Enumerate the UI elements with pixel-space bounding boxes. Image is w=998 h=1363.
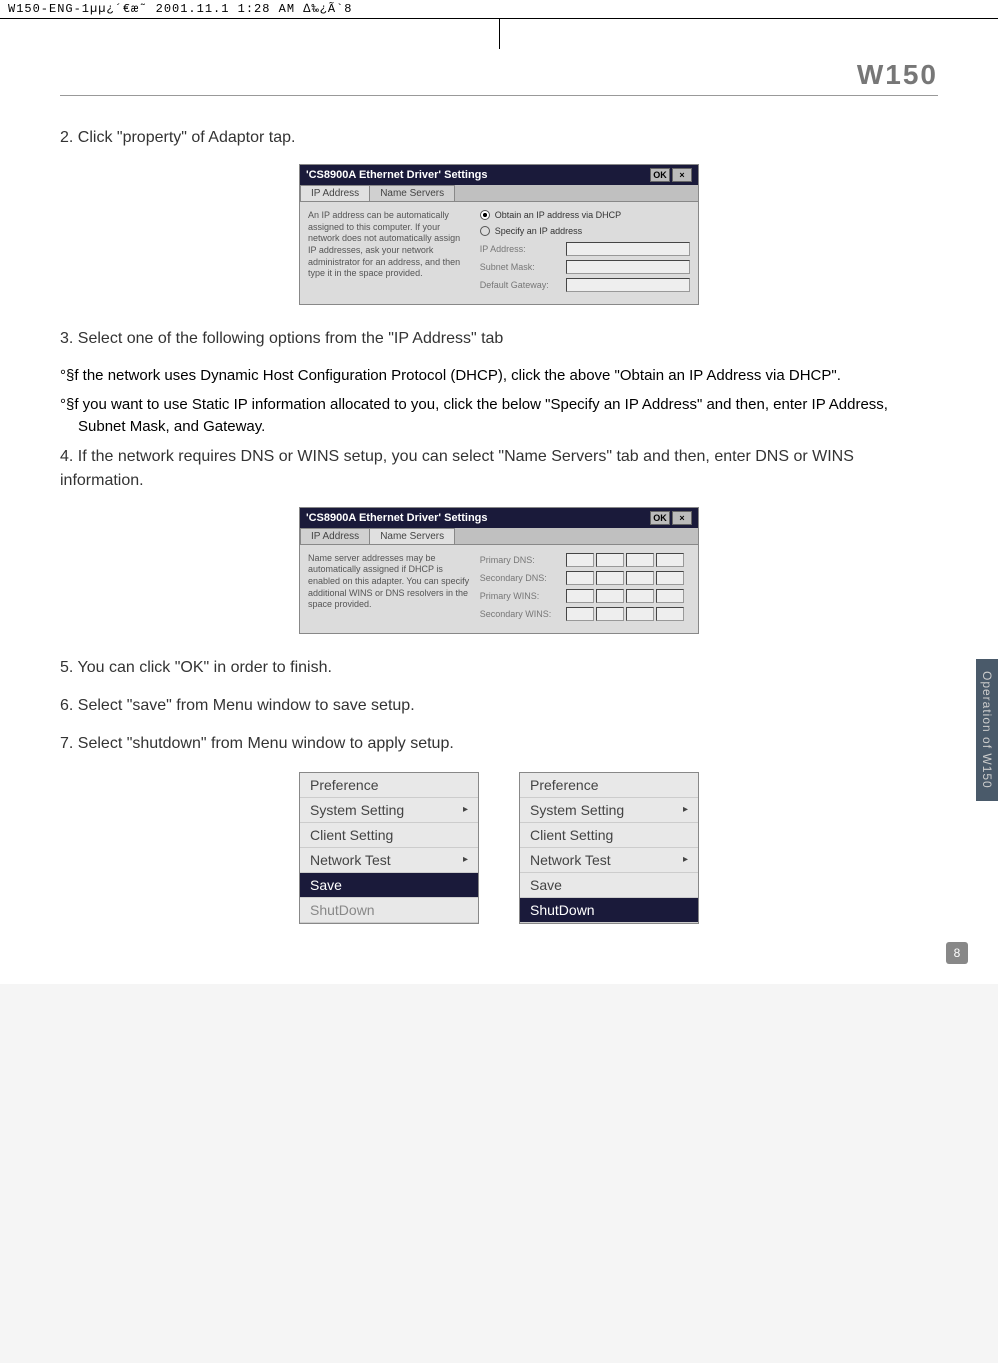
chevron-right-icon: ▸	[683, 804, 688, 815]
dialog-tabs: IP Address Name Servers	[300, 185, 698, 202]
menu-network-test[interactable]: Network Test▸	[520, 848, 698, 873]
step-3b: °§f you want to use Static IP informatio…	[60, 394, 938, 439]
secondary-dns-label: Secondary DNS:	[480, 573, 560, 583]
ip-settings-dialog: 'CS8900A Ethernet Driver' Settings OK × …	[299, 164, 699, 305]
menu-shutdown-box: Preference System Setting▸ Client Settin…	[519, 772, 699, 924]
dialog-help-text: An IP address can be automatically assig…	[308, 210, 470, 296]
radio-icon	[480, 210, 490, 220]
primary-dns-field: Primary DNS:	[480, 553, 690, 567]
ip-address-label: IP Address:	[480, 244, 560, 254]
radio-specify[interactable]: Specify an IP address	[480, 226, 690, 236]
menu-shutdown[interactable]: ShutDown	[300, 898, 478, 923]
step-7: 7. Select "shutdown" from Menu window to…	[60, 732, 938, 756]
menu-client-setting[interactable]: Client Setting	[300, 823, 478, 848]
dialog-titlebar: 'CS8900A Ethernet Driver' Settings OK ×	[300, 508, 698, 528]
subnet-mask-field: Subnet Mask:	[480, 260, 690, 274]
gateway-field: Default Gateway:	[480, 278, 690, 292]
dialog-body: An IP address can be automatically assig…	[300, 202, 698, 304]
dialog-title: 'CS8900A Ethernet Driver' Settings	[306, 512, 488, 524]
model-badge: W150	[60, 59, 938, 96]
dialog-fields: Obtain an IP address via DHCP Specify an…	[480, 210, 690, 296]
secondary-wins-label: Secondary WINS:	[480, 609, 560, 619]
radio-dhcp[interactable]: Obtain an IP address via DHCP	[480, 210, 690, 220]
ip-address-input[interactable]	[566, 242, 690, 256]
tab-name-servers[interactable]: Name Servers	[369, 528, 455, 544]
subnet-mask-input[interactable]	[566, 260, 690, 274]
ip-address-field: IP Address:	[480, 242, 690, 256]
menu-shutdown-highlighted[interactable]: ShutDown	[520, 898, 698, 923]
menu-network-test[interactable]: Network Test▸	[300, 848, 478, 873]
menu-save[interactable]: Save	[520, 873, 698, 898]
step-4: 4. If the network requires DNS or WINS s…	[60, 445, 938, 493]
close-button[interactable]: ×	[672, 511, 692, 525]
step-5: 5. You can click "OK" in order to finish…	[60, 656, 938, 680]
titlebar-buttons: OK ×	[650, 511, 692, 525]
radio-dhcp-label: Obtain an IP address via DHCP	[495, 210, 621, 220]
secondary-wins-field: Secondary WINS:	[480, 607, 690, 621]
subnet-mask-label: Subnet Mask:	[480, 262, 560, 272]
chevron-right-icon: ▸	[683, 854, 688, 865]
step-6: 6. Select "save" from Menu window to sav…	[60, 694, 938, 718]
step-3a: °§f the network uses Dynamic Host Config…	[60, 365, 938, 388]
dialog-help-text: Name server addresses may be automatical…	[308, 553, 470, 625]
menu-system-setting[interactable]: System Setting▸	[520, 798, 698, 823]
primary-wins-input[interactable]	[566, 589, 690, 603]
print-header-text: W150-ENG-1µµ¿´€æ˜ 2001.11.1 1:28 AM ∆‰¿Ã…	[8, 2, 352, 16]
chevron-right-icon: ▸	[463, 804, 468, 815]
step-2: 2. Click "property" of Adaptor tap.	[60, 126, 938, 150]
print-header: W150-ENG-1µµ¿´€æ˜ 2001.11.1 1:28 AM ∆‰¿Ã…	[0, 0, 998, 19]
page-number: 8	[946, 942, 968, 964]
dialog-body: Name server addresses may be automatical…	[300, 545, 698, 633]
primary-wins-field: Primary WINS:	[480, 589, 690, 603]
tab-ip-address[interactable]: IP Address	[300, 185, 370, 201]
chevron-right-icon: ▸	[463, 854, 468, 865]
menu-screenshots: Preference System Setting▸ Client Settin…	[60, 772, 938, 924]
dialog-tabs: IP Address Name Servers	[300, 528, 698, 545]
gateway-input[interactable]	[566, 278, 690, 292]
crop-mark	[499, 19, 500, 49]
gateway-label: Default Gateway:	[480, 280, 560, 290]
menu-preference[interactable]: Preference	[520, 773, 698, 798]
menu-client-setting[interactable]: Client Setting	[520, 823, 698, 848]
close-button[interactable]: ×	[672, 168, 692, 182]
radio-specify-label: Specify an IP address	[495, 226, 582, 236]
primary-wins-label: Primary WINS:	[480, 591, 560, 601]
ok-button[interactable]: OK	[650, 511, 670, 525]
tab-ip-address[interactable]: IP Address	[300, 528, 370, 544]
radio-icon	[480, 226, 490, 236]
secondary-dns-field: Secondary DNS:	[480, 571, 690, 585]
primary-dns-label: Primary DNS:	[480, 555, 560, 565]
menu-preference[interactable]: Preference	[300, 773, 478, 798]
tab-name-servers[interactable]: Name Servers	[369, 185, 455, 201]
secondary-wins-input[interactable]	[566, 607, 690, 621]
menu-system-setting[interactable]: System Setting▸	[300, 798, 478, 823]
name-servers-dialog: 'CS8900A Ethernet Driver' Settings OK × …	[299, 507, 699, 634]
dialog-titlebar: 'CS8900A Ethernet Driver' Settings OK ×	[300, 165, 698, 185]
dialog-title: 'CS8900A Ethernet Driver' Settings	[306, 169, 488, 181]
dialog-fields: Primary DNS: Secondary DNS: Primary WINS…	[480, 553, 690, 625]
titlebar-buttons: OK ×	[650, 168, 692, 182]
page-container: W150 2. Click "property" of Adaptor tap.…	[0, 19, 998, 984]
ok-button[interactable]: OK	[650, 168, 670, 182]
step-3: 3. Select one of the following options f…	[60, 327, 938, 351]
menu-save-highlighted[interactable]: Save	[300, 873, 478, 898]
side-tab: Operation of W150	[976, 659, 998, 801]
primary-dns-input[interactable]	[566, 553, 690, 567]
menu-save: Preference System Setting▸ Client Settin…	[299, 772, 479, 924]
secondary-dns-input[interactable]	[566, 571, 690, 585]
